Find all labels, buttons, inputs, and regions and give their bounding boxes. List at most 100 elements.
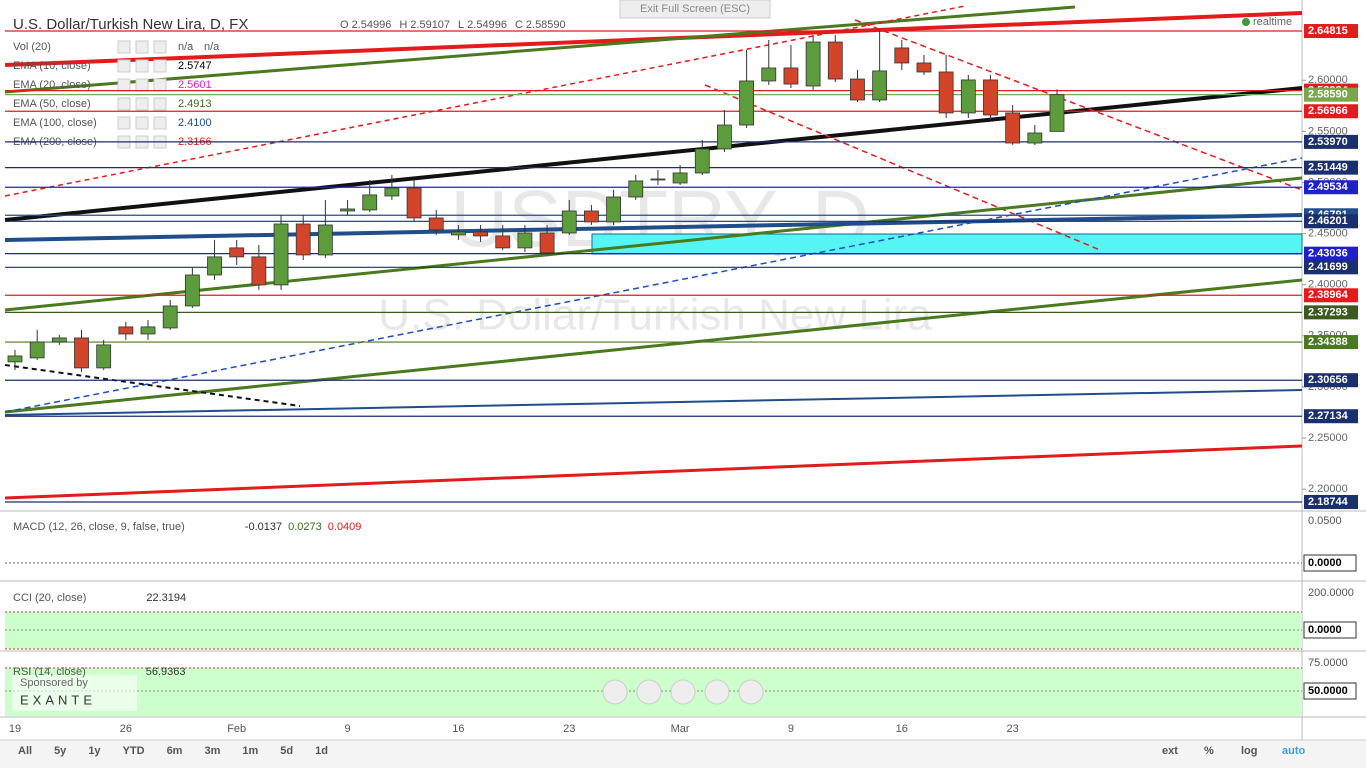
option-button[interactable]: ext: [1162, 745, 1178, 757]
range-button[interactable]: 6m: [167, 745, 183, 757]
range-button[interactable]: 1y: [88, 745, 101, 757]
price-marker-box: [1304, 409, 1358, 424]
legend-button[interactable]: [153, 40, 167, 54]
legend-button[interactable]: [117, 59, 131, 73]
pane-title[interactable]: RSI (14, close): [13, 666, 86, 678]
exit-button[interactable]: Exit Full Screen (ESC): [640, 3, 750, 15]
range-button[interactable]: 5d: [280, 745, 293, 757]
pane-axis-label: 0.0500: [1308, 515, 1342, 527]
zoom-button[interactable]: [738, 679, 764, 705]
zoom-button[interactable]: [670, 679, 696, 705]
candle-body: [517, 232, 533, 249]
legend-name[interactable]: EMA (100, close): [13, 117, 97, 129]
pane-title[interactable]: CCI (20, close): [13, 592, 86, 604]
legend-button[interactable]: [117, 40, 131, 54]
option-button[interactable]: auto: [1282, 745, 1306, 757]
candle-body: [916, 62, 932, 73]
price-marker-label: 2.34388: [1308, 336, 1348, 348]
ohlc-key: O: [340, 19, 349, 31]
candle-body: [184, 274, 200, 307]
price-marker-box: [1304, 494, 1358, 509]
symbol-title[interactable]: U.S. Dollar/Turkish New Lira, D, FX: [13, 16, 248, 33]
legend-button[interactable]: [117, 97, 131, 111]
realtime-dot: [1242, 18, 1250, 26]
legend-button[interactable]: [135, 40, 149, 54]
legend-button[interactable]: [153, 59, 167, 73]
price-marker-box: [1304, 288, 1358, 303]
candle-body: [340, 208, 355, 212]
price-marker-label: 2.37293: [1308, 306, 1348, 318]
price-marker-box: [1304, 180, 1358, 195]
candle-body: [584, 210, 599, 223]
candle-body: [561, 210, 577, 234]
legend-button[interactable]: [117, 78, 131, 92]
range-button[interactable]: 1d: [315, 745, 328, 757]
legend-button[interactable]: [135, 59, 149, 73]
trend-line: [4, 364, 301, 407]
price-marker-label: 2.18744: [1308, 496, 1349, 508]
candle-body: [1049, 94, 1065, 132]
price-marker-box: [1304, 373, 1358, 388]
range-button[interactable]: YTD: [123, 745, 145, 757]
candle-body: [118, 326, 134, 335]
zoom-button[interactable]: [602, 679, 628, 705]
pane-axis-label: 0.0000: [1308, 557, 1342, 569]
legend-button[interactable]: [153, 97, 167, 111]
legend-name[interactable]: EMA (50, close): [13, 98, 91, 110]
legend-button[interactable]: [135, 78, 149, 92]
candle-body: [672, 172, 688, 184]
legend-button[interactable]: [135, 116, 149, 130]
candle-body: [539, 232, 555, 254]
x-tick-label: 23: [563, 723, 575, 735]
candle-body: [29, 341, 45, 359]
candle-body: [628, 180, 644, 198]
legend-value: n/a: [178, 41, 194, 53]
candle-body: [473, 231, 488, 237]
zoom-button[interactable]: [704, 679, 730, 705]
pane-axis-label: 50.0000: [1308, 685, 1348, 697]
y-tick-label: 2.45000: [1308, 227, 1348, 239]
candle-body: [872, 70, 888, 101]
price-marker-box: [1304, 104, 1358, 119]
trend-line: [4, 444, 1303, 500]
candle-body: [428, 217, 444, 231]
legend-button[interactable]: [153, 78, 167, 92]
legend-value: 2.4913: [178, 98, 212, 110]
candle-body: [783, 67, 799, 85]
option-button[interactable]: %: [1204, 745, 1214, 757]
price-marker-label: 2.46201: [1308, 215, 1348, 227]
range-button[interactable]: 3m: [204, 745, 220, 757]
range-button[interactable]: 5y: [54, 745, 67, 757]
price-marker-box: [1304, 260, 1358, 275]
pane-title[interactable]: MACD (12, 26, close, 9, false, true): [13, 521, 185, 533]
price-marker-box: [1304, 87, 1358, 102]
legend-button[interactable]: [153, 116, 167, 130]
range-button[interactable]: 1m: [242, 745, 258, 757]
trend-line: [4, 86, 1303, 222]
x-tick-label: 16: [896, 723, 908, 735]
candle-body: [739, 80, 755, 126]
price-marker-box: [1304, 214, 1358, 229]
legend-name[interactable]: EMA (10, close): [13, 60, 91, 72]
candle-body: [450, 231, 466, 236]
legend-name[interactable]: Vol (20): [13, 41, 51, 53]
candle-body: [362, 194, 378, 211]
ohlc-key: L: [458, 19, 464, 31]
y-tick-label: 2.40000: [1308, 279, 1348, 291]
legend-name[interactable]: EMA (20, close): [13, 79, 91, 91]
exit-button-bg[interactable]: [619, 0, 771, 19]
y-tick-label: 2.20000: [1308, 483, 1348, 495]
legend-button[interactable]: [117, 116, 131, 130]
price-marker-box: [1304, 134, 1358, 149]
zoom-button[interactable]: [636, 679, 662, 705]
legend-button[interactable]: [135, 97, 149, 111]
price-marker-label: 2.64815: [1308, 25, 1348, 37]
range-button[interactable]: All: [18, 745, 32, 757]
option-button[interactable]: log: [1241, 745, 1258, 757]
price-marker-box: [1304, 246, 1358, 261]
candle-body: [894, 47, 910, 64]
y-tick-label: 2.60000: [1308, 74, 1348, 86]
